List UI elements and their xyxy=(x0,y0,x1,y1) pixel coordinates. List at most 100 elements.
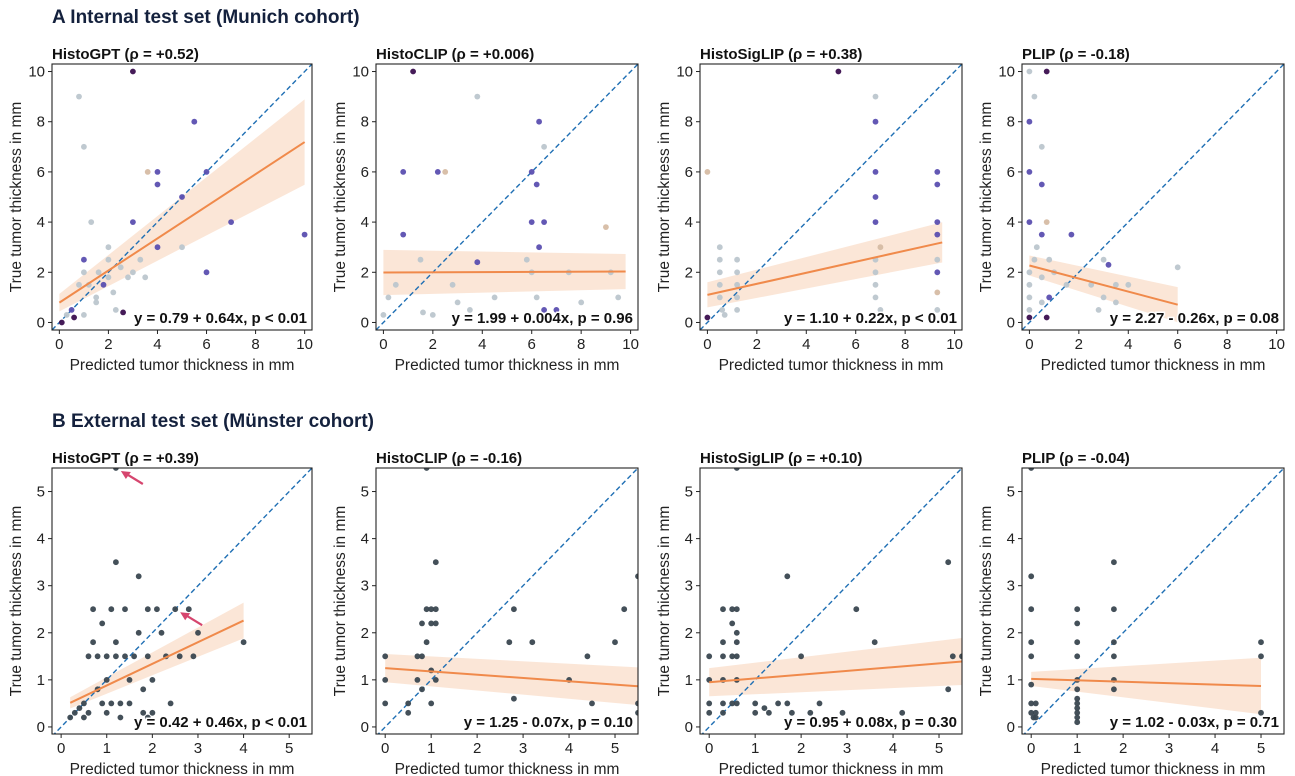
data-point xyxy=(432,559,439,566)
data-layer xyxy=(1023,468,1284,734)
data-point xyxy=(81,312,87,318)
data-point xyxy=(541,307,547,313)
x-tick-label: 6 xyxy=(1174,336,1182,353)
y-tick-label: 2 xyxy=(361,625,369,642)
data-point xyxy=(71,314,77,321)
plot-frame xyxy=(51,467,313,735)
data-point xyxy=(1088,281,1095,288)
data-point xyxy=(784,700,791,707)
confidence-band xyxy=(707,222,943,308)
data-layer xyxy=(700,64,962,330)
data-point xyxy=(428,700,435,707)
x-tick-label: 0 xyxy=(703,336,711,353)
x-tick-label: 0 xyxy=(705,740,713,757)
data-point xyxy=(63,312,70,318)
data-point xyxy=(185,606,192,613)
x-tick-label: 5 xyxy=(935,740,943,757)
data-point xyxy=(1026,294,1033,301)
y-tick-label: 6 xyxy=(361,164,369,181)
data-point xyxy=(1032,700,1039,707)
data-point xyxy=(761,705,768,711)
y-tick-label: 1 xyxy=(1007,672,1015,689)
y-tick-label: 4 xyxy=(685,531,693,548)
data-point xyxy=(428,606,435,613)
data-point xyxy=(105,244,112,251)
data-point xyxy=(99,620,106,627)
data-point xyxy=(1174,264,1181,271)
y-tick-label: 10 xyxy=(28,64,45,81)
x-tick-label: 4 xyxy=(802,336,810,353)
data-point xyxy=(135,573,142,580)
y-tick-label: 1 xyxy=(361,672,369,689)
data-point xyxy=(301,231,308,238)
data-point xyxy=(172,606,179,613)
y-tick-label: 1 xyxy=(37,672,45,689)
regression-line xyxy=(383,270,626,274)
data-point xyxy=(423,639,430,646)
data-point xyxy=(934,181,941,188)
x-tick-label: 1 xyxy=(751,740,759,757)
data-point xyxy=(1113,299,1119,306)
plot-frame xyxy=(699,467,963,735)
x-tick-label: 0 xyxy=(379,336,387,353)
data-point xyxy=(734,307,740,313)
data-point xyxy=(835,68,842,75)
data-point xyxy=(154,244,161,251)
data-point xyxy=(1111,559,1117,566)
regression-equation-label: y = 1.02 - 0.03x, p = 0.71 xyxy=(1110,714,1279,731)
data-point xyxy=(1074,639,1081,646)
data-point xyxy=(853,606,860,613)
data-point xyxy=(110,289,117,296)
data-point xyxy=(131,653,138,660)
data-point xyxy=(934,289,941,296)
data-point xyxy=(872,194,879,200)
data-point xyxy=(1113,281,1119,288)
y-tick-label: 3 xyxy=(37,578,45,595)
data-point xyxy=(167,700,174,707)
y-tick-label: 2 xyxy=(361,264,369,281)
chart-panel-a-histosiglip: 0 2 4 6 8 10 0 2 4 6 8 10 HistoSigLIP (ρ = +0.38) Pre… xyxy=(656,46,963,374)
data-point xyxy=(934,307,941,313)
data-point xyxy=(117,714,124,721)
data-point xyxy=(615,294,622,301)
plot-frame xyxy=(699,63,963,331)
data-point xyxy=(122,653,128,660)
data-point xyxy=(716,269,723,276)
y-tick-label: 8 xyxy=(37,114,45,131)
data-point xyxy=(1095,307,1102,313)
data-point xyxy=(154,606,160,613)
data-point xyxy=(872,169,879,175)
data-point xyxy=(1100,256,1107,263)
data-point xyxy=(1046,294,1053,301)
data-point xyxy=(733,468,740,471)
data-point xyxy=(721,312,728,318)
data-point xyxy=(1028,639,1035,646)
y-tick-label: 6 xyxy=(1007,164,1015,181)
data-point xyxy=(734,256,740,263)
data-point xyxy=(149,709,156,716)
x-tick-label: 2 xyxy=(1119,740,1127,757)
data-point xyxy=(1028,606,1035,613)
identity-diagonal-line xyxy=(376,64,638,330)
data-point xyxy=(191,118,198,125)
data-point xyxy=(1038,181,1045,188)
data-point xyxy=(149,677,156,683)
data-point xyxy=(1026,68,1033,75)
data-point xyxy=(529,639,536,646)
data-point xyxy=(1038,143,1045,150)
data-point xyxy=(67,714,74,721)
y-tick-label: 4 xyxy=(685,214,693,231)
data-point xyxy=(100,281,107,288)
x-axis-label: Predicted tumor thickness in mm xyxy=(395,761,620,776)
chart-title: HistoSigLIP (ρ = +0.10) xyxy=(700,450,862,467)
data-point xyxy=(382,653,389,660)
y-axis-label: True tumor thickness in mm xyxy=(978,102,995,293)
y-tick-label: 4 xyxy=(1007,531,1015,548)
data-point xyxy=(1028,573,1035,580)
data-point xyxy=(1111,686,1117,693)
y-tick-label: 2 xyxy=(37,625,45,642)
data-point xyxy=(553,307,560,313)
x-tick-label: 2 xyxy=(429,336,437,353)
data-point xyxy=(449,281,456,288)
data-point xyxy=(934,169,941,175)
